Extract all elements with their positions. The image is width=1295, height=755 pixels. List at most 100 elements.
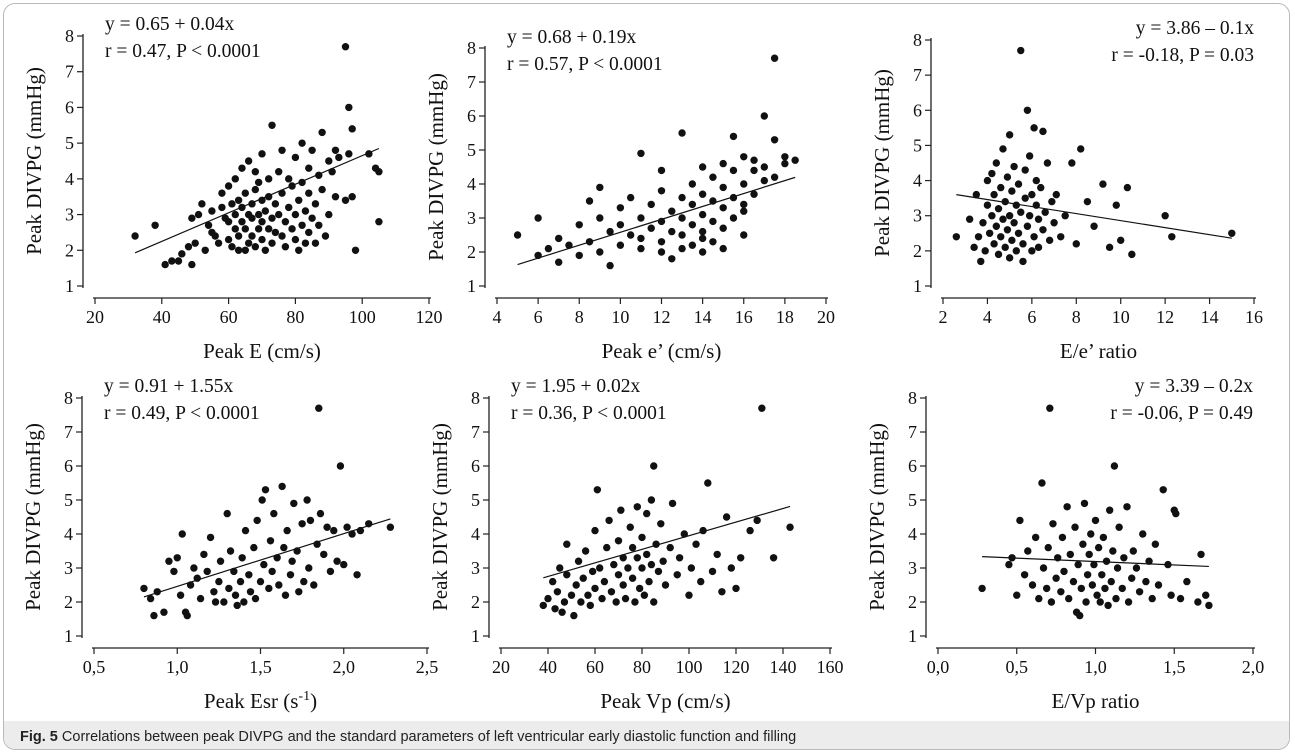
data-point [1087, 530, 1095, 538]
y-tick-label: 3 [913, 206, 922, 226]
data-point [729, 193, 738, 202]
x-tick-label: 14 [1201, 307, 1219, 327]
data-point [781, 159, 789, 168]
data-point [251, 243, 260, 251]
data-point [315, 171, 323, 179]
data-point [750, 156, 758, 164]
data-point [567, 591, 576, 599]
data-point [191, 239, 199, 247]
y-tick-label: 4 [64, 524, 73, 544]
data-point [1028, 190, 1036, 199]
data-point [315, 221, 323, 229]
data-point [260, 560, 268, 569]
y-tick-label: 2 [908, 592, 917, 612]
data-point [258, 196, 266, 204]
x-axis-title: E/Vp ratio [1051, 689, 1139, 713]
data-point [241, 189, 249, 197]
regression-annotation: y = 0.68 + 0.19x [507, 27, 636, 48]
data-point [643, 550, 651, 559]
data-point [719, 159, 727, 168]
data-point [990, 240, 998, 248]
data-point [1028, 581, 1037, 589]
y-tick-label: 1 [908, 626, 917, 646]
data-point [1132, 564, 1141, 572]
data-point [343, 523, 351, 531]
data-point [301, 239, 310, 247]
data-point [617, 506, 625, 514]
data-point [539, 601, 547, 610]
x-tick-label: 4 [983, 307, 992, 327]
data-point [281, 218, 290, 226]
data-point [236, 577, 245, 586]
figure-label: Fig. 5 [20, 729, 58, 745]
data-point [647, 560, 656, 569]
data-point [1090, 560, 1098, 569]
data-point [1129, 547, 1138, 555]
data-point [1054, 554, 1062, 562]
data-point [1019, 240, 1027, 248]
data-point [770, 136, 779, 144]
data-point [1077, 145, 1085, 153]
y-tick-label: 6 [913, 100, 922, 120]
data-point [273, 554, 281, 562]
data-point [1039, 564, 1048, 572]
data-point [596, 564, 604, 572]
y-tick-label: 4 [908, 524, 917, 544]
regression-annotation: y = 0.65 + 0.04x [105, 14, 234, 35]
data-point [729, 166, 738, 175]
data-point [1021, 166, 1029, 174]
data-point [1128, 250, 1136, 259]
data-point [305, 189, 313, 197]
data-point [637, 149, 645, 158]
data-point [1049, 520, 1057, 528]
data-point [610, 560, 618, 569]
data-point [740, 180, 748, 188]
y-tick-label: 8 [913, 30, 922, 50]
y-tick-label: 6 [471, 456, 480, 476]
data-point [760, 112, 769, 120]
data-point [1039, 127, 1047, 136]
data-point [153, 588, 161, 596]
data-point [678, 193, 686, 202]
y-tick-label: 8 [908, 388, 917, 408]
data-point [275, 210, 283, 219]
data-point [606, 227, 614, 236]
x-tick-label: 12 [1156, 307, 1174, 327]
data-point [216, 557, 225, 565]
y-tick-label: 5 [64, 490, 73, 510]
x-tick-label: 1,0 [1084, 657, 1107, 677]
data-point [688, 200, 697, 209]
x-tick-label: 120 [416, 307, 443, 327]
data-point [709, 238, 717, 246]
data-point [264, 193, 273, 201]
regression-annotation: r = -0.06, P = 0.49 [1110, 403, 1253, 424]
data-point [234, 196, 243, 204]
data-point [1023, 222, 1032, 230]
data-point [650, 598, 658, 606]
data-point [698, 163, 707, 171]
x-axis-title: E/e’ ratio [1060, 339, 1137, 363]
data-point [188, 214, 196, 222]
x-tick-label: 100 [349, 307, 376, 327]
data-point [1034, 215, 1043, 223]
data-point [1101, 584, 1109, 593]
data-point [318, 128, 326, 137]
data-point [675, 554, 684, 562]
data-point [668, 227, 676, 236]
data-point [722, 513, 731, 521]
data-point [348, 125, 356, 133]
data-point [750, 166, 758, 175]
data-point [1167, 591, 1175, 599]
data-point [251, 594, 260, 603]
data-point [268, 239, 276, 247]
y-tick-label: 5 [467, 140, 476, 160]
data-point [224, 182, 233, 190]
data-point [291, 210, 300, 219]
data-point [1021, 194, 1029, 202]
data-point [184, 243, 193, 251]
data-point [584, 591, 592, 599]
data-point [258, 150, 266, 158]
data-point [563, 571, 571, 579]
data-point [687, 564, 696, 572]
